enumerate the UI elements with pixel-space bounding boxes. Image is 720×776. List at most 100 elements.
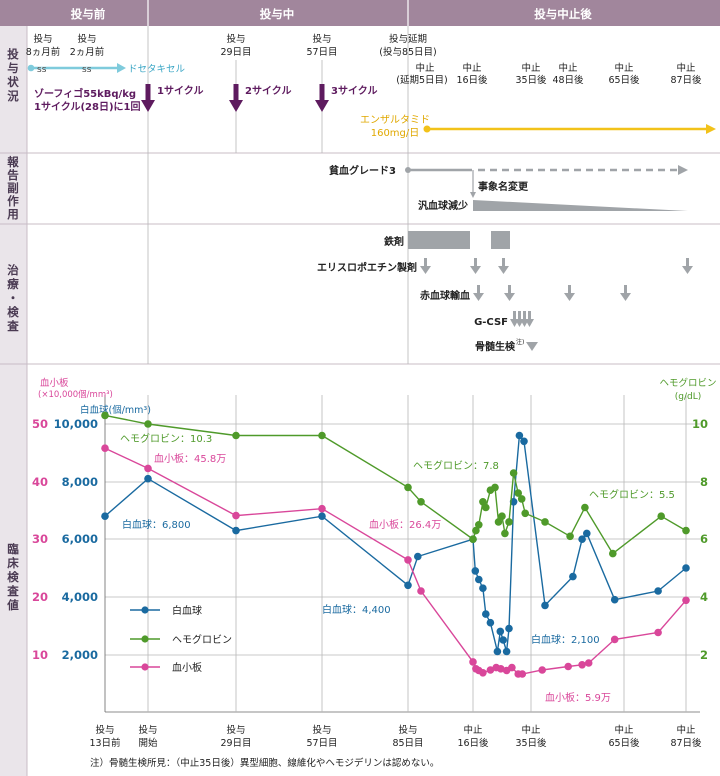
svg-text:治: 治: [7, 263, 19, 277]
cycle-arrows: [141, 84, 329, 112]
data-point-hgb: [521, 509, 529, 518]
svg-text:臨: 臨: [7, 542, 19, 556]
svg-text:況: 況: [7, 89, 19, 103]
break-mark-1: ≈: [37, 64, 45, 75]
svg-text:ヘモグロビン: ヘモグロビン: [172, 633, 232, 646]
header-phase-before: 投与前: [71, 7, 106, 21]
data-point-wbc: [583, 529, 591, 538]
data-point-plt: [584, 659, 593, 667]
biopsy-label: 骨髄生検: [475, 340, 516, 353]
wbc-ticks: 10,000 8,000 6,000 4,000 2,000: [54, 417, 98, 662]
svg-text:投: 投: [7, 47, 19, 61]
svg-text:35日後: 35日後: [515, 74, 547, 86]
xofigo-label-1: ゾーフィゴ55kBq/kg: [34, 87, 136, 100]
docetaxel-label: ドセタキセル: [128, 64, 186, 75]
data-point-hgb: [469, 535, 477, 543]
wbc-tick: 4,000: [62, 590, 98, 604]
data-point-hgb: [514, 489, 522, 497]
data-point-hgb: [101, 411, 109, 420]
series-line-wbc: [104, 433, 687, 652]
svg-text:87日後: 87日後: [670, 74, 702, 86]
data-point-plt: [508, 663, 516, 672]
data-point-hgb: [494, 518, 503, 526]
hgb-axis-title-1: ヘモグロビン: [659, 377, 716, 389]
plt-ticks: 50 40 30 20 10: [32, 417, 48, 662]
timeline-labels: 投与 8ヵ月前 投与 2ヵ月前 投与 29日目 投与 57日目 投与延期 (投与…: [26, 33, 702, 86]
svg-text:8ヵ月前: 8ヵ月前: [26, 46, 61, 58]
data-point-hgb: [609, 549, 617, 558]
data-point-wbc: [578, 535, 586, 543]
plt-tick: 30: [32, 532, 48, 546]
data-point-wbc: [610, 595, 619, 604]
cycle-3-label: 3サイクル: [331, 85, 377, 97]
enzalutamide-label-2: 160mg/日: [371, 128, 420, 139]
x-label: 中止: [463, 724, 483, 736]
data-point-wbc: [144, 474, 152, 483]
svg-text:検: 検: [7, 305, 19, 319]
data-point-hgb: [482, 503, 490, 512]
biopsy-arrow: [526, 342, 538, 351]
data-point-plt: [518, 670, 527, 678]
data-point-wbc: [505, 624, 513, 633]
epo-arrows: [420, 258, 693, 274]
cycle-1-label: 1サイクル: [157, 85, 203, 97]
x-label: 85日目: [392, 738, 423, 749]
data-point-wbc: [232, 526, 240, 535]
data-point-hgb: [491, 483, 499, 492]
svg-text:(延期5日目): (延期5日目): [396, 74, 447, 86]
plt-axis-title-2: (×10,000個/mm³): [38, 389, 113, 400]
transfusion-label: 赤血球輸血: [420, 289, 470, 302]
pancytopenia-wedge: [473, 200, 688, 211]
svg-text:・: ・: [7, 291, 19, 305]
data-point-wbc: [479, 584, 487, 592]
x-label: 開始: [138, 737, 158, 749]
svg-text:中止: 中止: [676, 62, 696, 74]
data-point-hgb: [581, 503, 589, 512]
svg-text:副: 副: [7, 181, 19, 195]
annotation-plt-start: 血小板：45.8万: [154, 452, 226, 465]
series-layer: [101, 411, 690, 678]
x-label: 29日目: [220, 738, 251, 749]
wbc-tick: 6,000: [62, 532, 98, 546]
enzalutamide-label-1: エンザルタミド: [360, 114, 430, 126]
plt-tick: 40: [32, 475, 48, 489]
data-point-plt: [479, 669, 487, 677]
x-label: 87日後: [670, 737, 702, 749]
data-point-hgb: [517, 495, 526, 503]
hgb-ticks: 10 8 6 4 2: [692, 417, 708, 662]
header-corner: [0, 0, 27, 26]
x-label: 65日後: [608, 737, 640, 749]
svg-text:中止: 中止: [462, 62, 482, 74]
svg-text:投与延期: 投与延期: [389, 33, 427, 45]
plt-axis-title-1: 血小板: [40, 377, 69, 389]
header-band: [0, 0, 720, 26]
x-label: 投与: [95, 724, 114, 736]
x-label: 投与: [226, 724, 245, 736]
data-point-wbc: [101, 512, 109, 520]
svg-text:値: 値: [6, 598, 19, 612]
data-point-plt: [610, 635, 619, 644]
svg-text:中止: 中止: [521, 62, 541, 74]
svg-text:査: 査: [6, 319, 19, 333]
cycle-2-label: 2サイクル: [245, 85, 291, 97]
data-point-hgb: [566, 532, 574, 541]
data-point-plt: [469, 658, 477, 666]
break-mark-2b: ss: [82, 65, 92, 75]
annotation-plt-low: 血小板：5.9万: [545, 691, 611, 704]
legend-plt: 血小板: [130, 661, 202, 674]
biopsy-note: 注): [516, 338, 524, 346]
anemia-label: 貧血グレード3: [329, 164, 396, 177]
section-clinical-label: 臨 床 検 査 値: [6, 542, 19, 612]
data-point-plt: [578, 661, 586, 669]
svg-text:投与: 投与: [226, 33, 245, 45]
data-point-hgb: [232, 431, 240, 440]
data-point-plt: [404, 556, 412, 564]
x-label: 中止: [614, 724, 634, 736]
data-point-wbc: [502, 647, 511, 656]
iron-bar-1: [408, 231, 470, 249]
data-point-plt: [564, 662, 572, 671]
x-label: 投与: [398, 724, 417, 736]
anemia-bar: [405, 165, 688, 198]
annotation-wbc-low: 白血球：2,100: [531, 633, 600, 646]
gcsf-arrows: [510, 311, 534, 327]
